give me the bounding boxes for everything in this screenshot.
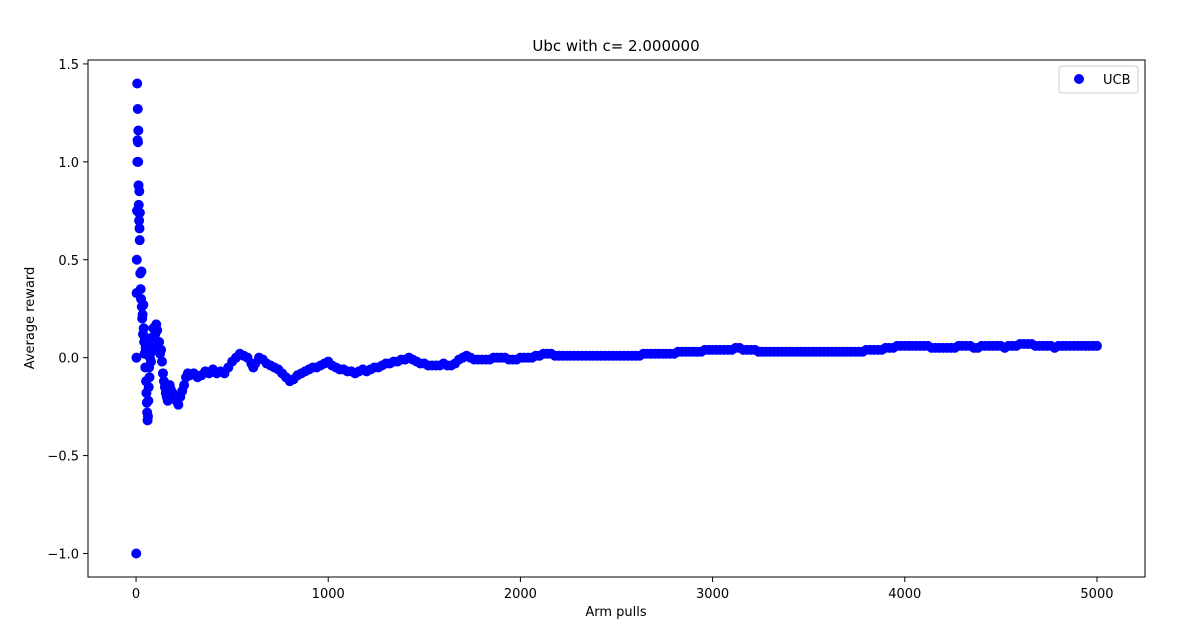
data-point — [133, 125, 144, 136]
data-point — [131, 352, 142, 363]
y-tick-label: 0.5 — [58, 254, 79, 269]
data-point — [137, 309, 148, 320]
legend-marker — [1074, 74, 1084, 84]
y-tick-label: 1.0 — [58, 156, 79, 171]
data-point — [144, 372, 155, 383]
y-tick-label: 1.5 — [58, 58, 79, 73]
x-axis-ticks: 0 1000 2000 3000 4000 5000 — [132, 577, 1114, 602]
data-point — [134, 223, 145, 234]
data-point — [157, 368, 168, 379]
legend-box — [1058, 65, 1139, 94]
legend-label: UCB — [1103, 73, 1131, 88]
data-point — [134, 207, 145, 218]
data-point — [152, 325, 163, 336]
x-tick-label: 0 — [132, 587, 140, 602]
legend: UCB — [1058, 65, 1139, 94]
data-point — [133, 199, 144, 210]
data-point — [156, 356, 167, 367]
data-point — [136, 266, 147, 277]
data-point — [134, 186, 145, 197]
data-point — [143, 395, 154, 406]
data-point — [135, 284, 146, 295]
data-point — [1091, 340, 1102, 351]
data-point — [143, 382, 154, 393]
x-axis-label: Arm pulls — [585, 605, 647, 620]
data-point — [138, 299, 149, 310]
data-point — [133, 156, 144, 167]
data-point — [132, 103, 143, 114]
x-tick-label: 1000 — [312, 587, 345, 602]
x-tick-label: 5000 — [1080, 587, 1113, 602]
data-point — [146, 346, 157, 357]
y-tick-label: −1.0 — [47, 548, 79, 563]
data-point — [173, 399, 184, 410]
data-point — [154, 337, 165, 347]
chart-title: Ubc with c= 2.000000 — [532, 37, 699, 55]
data-point — [131, 548, 142, 559]
data-point — [134, 215, 145, 226]
data-point — [138, 323, 149, 334]
data-point — [179, 380, 190, 391]
x-tick-label: 4000 — [888, 587, 921, 602]
data-point — [132, 137, 143, 148]
x-tick-label: 2000 — [504, 587, 537, 602]
data-point — [146, 356, 157, 367]
data-point — [131, 254, 142, 265]
data-point — [142, 411, 153, 422]
data-point — [156, 344, 167, 355]
y-axis-label: Average reward — [23, 267, 38, 370]
data-points — [131, 78, 1102, 559]
axes-frame — [87, 59, 1146, 578]
data-point — [134, 235, 145, 246]
y-tick-label: 0.0 — [58, 352, 79, 367]
data-point — [132, 78, 143, 89]
y-axis-ticks: −1.0 −0.5 0.0 0.5 1.0 1.5 — [47, 58, 88, 563]
y-tick-label: −0.5 — [47, 450, 79, 465]
x-tick-label: 3000 — [696, 587, 729, 602]
